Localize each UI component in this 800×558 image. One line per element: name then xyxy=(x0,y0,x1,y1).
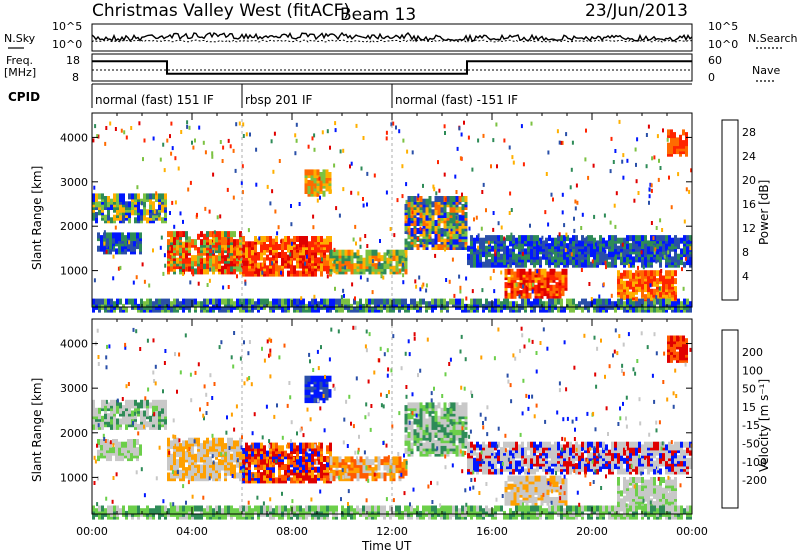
power-ylabel: Slant Range [km] xyxy=(30,166,44,270)
x-tick-label: 12:00 xyxy=(376,525,408,538)
nave-tick-bottom: 0 xyxy=(708,71,715,84)
x-tick-label: 00:00 xyxy=(676,525,708,538)
x-tick-label: 20:00 xyxy=(576,525,608,538)
y-tick-label: 4000 xyxy=(60,338,88,351)
cpid-strip: CPID normal (fast) 151 IF rbsp 201 IF norm… xyxy=(8,84,692,108)
nsearch-tick-top: 10^5 xyxy=(708,20,738,33)
x-tick-label: 16:00 xyxy=(476,525,508,538)
velocity-ylabel: Slant Range [km] xyxy=(30,378,44,482)
freq-strip: Freq. [MHz] 18 8 60 0 Nave xyxy=(4,54,780,84)
nsky-label: N.Sky xyxy=(4,32,36,45)
colorbar-tick-label: 8 xyxy=(742,246,749,259)
nsearch-label: N.Search xyxy=(748,32,798,45)
colorbar-tick-label: 12 xyxy=(742,222,756,235)
colorbar-tick-label: 50 xyxy=(742,383,756,396)
frequency-line xyxy=(92,61,692,74)
cpid-segment-label: rbsp 201 IF xyxy=(245,93,312,107)
y-tick-label: 4000 xyxy=(60,131,88,144)
freq-tick-bottom: 8 xyxy=(72,71,79,84)
y-tick-label: 1000 xyxy=(60,471,88,484)
colorbar-tick-label: 15 xyxy=(742,401,756,414)
x-tick-labels: 00:00 04:00 08:00 12:00 16:00 20:00 00:00 xyxy=(76,525,708,538)
colorbar-tick-label: 28 xyxy=(742,126,756,139)
colorbar-tick-label: 24 xyxy=(742,150,756,163)
cpid-segment-label: normal (fast) 151 IF xyxy=(95,93,214,107)
velocity-colorbar-label: Velocity [m s⁻¹] xyxy=(757,379,771,472)
x-tick-label: 00:00 xyxy=(76,525,108,538)
colorbar-tick-label: 4 xyxy=(742,270,749,283)
nave-tick-top: 60 xyxy=(708,54,722,67)
cpid-label: CPID xyxy=(8,90,40,104)
colorbar-frame xyxy=(722,330,738,508)
colorbar-tick-label: 200 xyxy=(742,346,763,359)
nsearch-tick-bottom: 10^0 xyxy=(708,38,738,51)
beam-title: Beam 13 xyxy=(340,5,416,25)
freq-tick-top: 18 xyxy=(66,54,80,67)
y-tick-label: 2000 xyxy=(60,220,88,233)
velocity-panel: 1000 2000 3000 4000 xyxy=(60,319,693,520)
date-title: 23/Jun/2013 xyxy=(585,1,688,21)
cpid-segment-label: normal (fast) -151 IF xyxy=(395,93,518,107)
colorbar-tick-label: 16 xyxy=(742,198,756,211)
x-tick-label: 04:00 xyxy=(176,525,208,538)
colorbar-tick-label: -200 xyxy=(742,474,767,487)
station-title: Christmas Valley West (fitACF) xyxy=(92,1,350,21)
x-tick-label: 08:00 xyxy=(276,525,308,538)
y-tick-label: 3000 xyxy=(60,382,88,395)
colorbar-tick-label: 100 xyxy=(742,364,763,377)
y-tick-label: 1000 xyxy=(60,265,88,278)
y-tick-label: 2000 xyxy=(60,427,88,440)
power-panel: 1000 2000 3000 4000 xyxy=(60,113,692,313)
xlabel: Time UT xyxy=(361,539,412,553)
nsky-tick-bottom: 10^0 xyxy=(52,38,82,51)
y-tick-label: 3000 xyxy=(60,176,88,189)
colorbar-tick-label: 20 xyxy=(742,174,756,187)
nsky-line xyxy=(92,33,692,41)
nsky-tick-top: 10^5 xyxy=(52,20,82,33)
power-colorbar: 4 8 12 16 20 24 28 xyxy=(722,120,756,300)
power-colorbar-label: Power [dB] xyxy=(757,180,771,245)
freq-unit-label: [MHz] xyxy=(4,66,36,79)
colorbar-frame xyxy=(722,120,738,300)
nave-label: Nave xyxy=(752,64,780,77)
